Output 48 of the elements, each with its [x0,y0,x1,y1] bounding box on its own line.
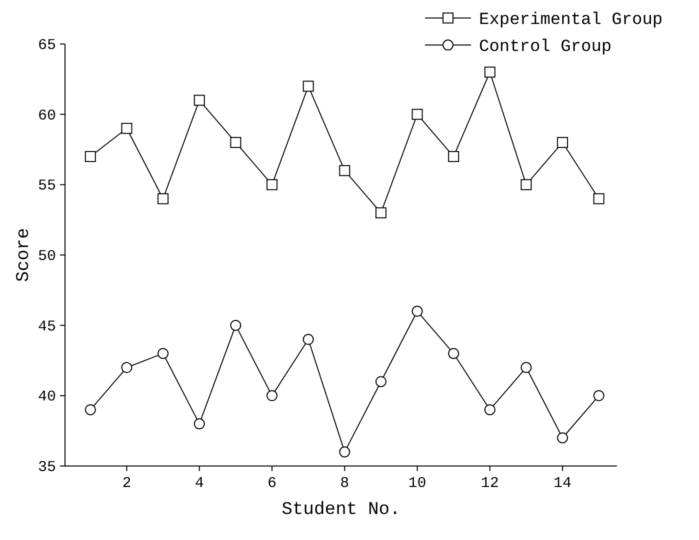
point [266,179,278,190]
point [593,390,604,402]
point [194,418,205,430]
y-tick-label: 40 [38,388,56,406]
point [448,151,460,162]
point [593,193,604,204]
point [194,94,205,106]
y-tick-label: 45 [38,318,56,336]
point [448,348,460,359]
point [339,446,350,458]
point [412,306,423,317]
point [302,80,314,92]
point [375,376,386,388]
x-tick-label: 2 [122,475,132,492]
x-tick-label: 10 [408,475,426,492]
point [339,165,350,176]
point [121,122,132,134]
x-tick-label: 8 [340,475,350,492]
x-tick-label: 6 [267,475,277,492]
point [158,193,169,204]
y-axis-title: Score [14,228,34,282]
point [158,348,169,359]
point [520,362,532,374]
point [484,66,496,78]
legend-label: Control Group [479,38,612,57]
x-tick-label: 14 [554,475,572,492]
x-tick-label: 4 [194,475,204,492]
y-tick-label: 35 [38,459,56,476]
x-axis-title: Student No. [282,500,400,520]
y-tick-label: 50 [38,248,56,265]
y-tick-label: 60 [38,107,56,124]
y-tick-label: 65 [38,37,56,54]
point [520,179,532,190]
point [230,320,242,331]
point [230,136,242,148]
point [302,334,314,345]
x-tick-label: 12 [480,475,499,492]
y-tick-label: 55 [38,178,56,195]
point [412,108,423,120]
point [557,136,568,148]
point [266,390,278,402]
point [375,207,386,218]
point [557,432,568,444]
legend-label: Experimental Group [479,11,663,30]
point [84,151,96,162]
point [121,362,132,374]
point [484,404,496,416]
point [84,404,96,416]
